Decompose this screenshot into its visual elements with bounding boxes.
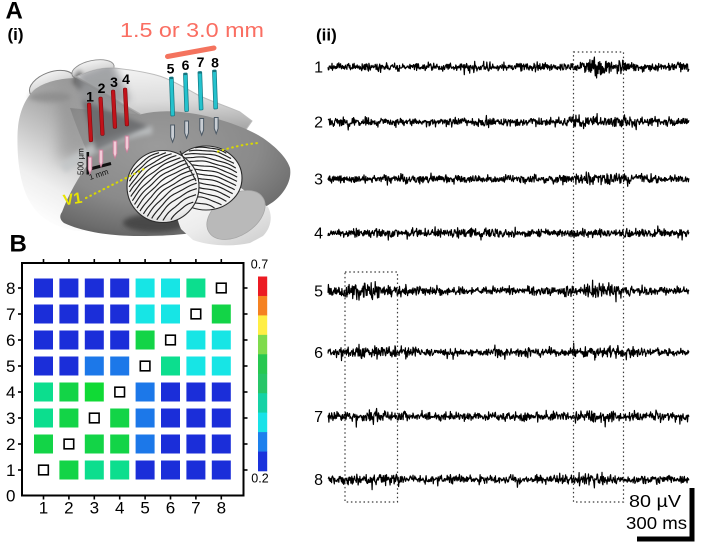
svg-text:(ii): (ii)	[316, 26, 337, 45]
svg-text:8: 8	[217, 499, 226, 518]
svg-text:1: 1	[6, 461, 15, 480]
svg-text:6: 6	[314, 345, 323, 362]
svg-text:8: 8	[314, 472, 323, 489]
svg-text:5: 5	[140, 499, 149, 518]
svg-text:3: 3	[314, 172, 323, 189]
svg-text:5: 5	[6, 357, 15, 376]
svg-text:2: 2	[98, 80, 106, 96]
svg-text:4: 4	[6, 383, 15, 402]
svg-text:4: 4	[122, 71, 130, 87]
svg-text:7: 7	[197, 54, 205, 70]
svg-text:6: 6	[182, 57, 190, 73]
svg-text:2: 2	[314, 115, 323, 132]
svg-text:4: 4	[115, 499, 124, 518]
svg-text:(i): (i)	[8, 25, 24, 44]
svg-text:1: 1	[86, 89, 94, 105]
svg-text:1: 1	[314, 60, 323, 77]
svg-text:1.5 or 3.0 mm: 1.5 or 3.0 mm	[120, 19, 264, 42]
svg-text:7: 7	[6, 305, 15, 324]
svg-text:3: 3	[90, 499, 99, 518]
svg-text:3: 3	[6, 409, 15, 428]
svg-text:7: 7	[191, 499, 200, 518]
svg-text:B: B	[10, 231, 27, 258]
svg-text:6: 6	[166, 499, 175, 518]
svg-text:2: 2	[6, 435, 15, 454]
svg-text:3: 3	[110, 74, 118, 90]
svg-text:0: 0	[6, 487, 15, 506]
svg-text:0.7: 0.7	[251, 258, 268, 272]
svg-text:A: A	[6, 0, 23, 25]
svg-text:4: 4	[314, 226, 323, 243]
svg-text:7: 7	[314, 409, 323, 426]
svg-text:2: 2	[64, 499, 73, 518]
svg-text:80 µV: 80 µV	[629, 491, 681, 511]
svg-text:1: 1	[39, 499, 48, 518]
svg-text:8: 8	[6, 279, 15, 298]
svg-text:5: 5	[314, 284, 323, 301]
svg-text:500 µm: 500 µm	[77, 148, 86, 175]
svg-text:6: 6	[6, 331, 15, 350]
svg-text:300 ms: 300 ms	[626, 513, 687, 533]
svg-text:V1: V1	[62, 190, 84, 210]
svg-text:8: 8	[211, 55, 219, 71]
svg-text:0.2: 0.2	[251, 472, 268, 486]
svg-text:5: 5	[167, 61, 175, 77]
